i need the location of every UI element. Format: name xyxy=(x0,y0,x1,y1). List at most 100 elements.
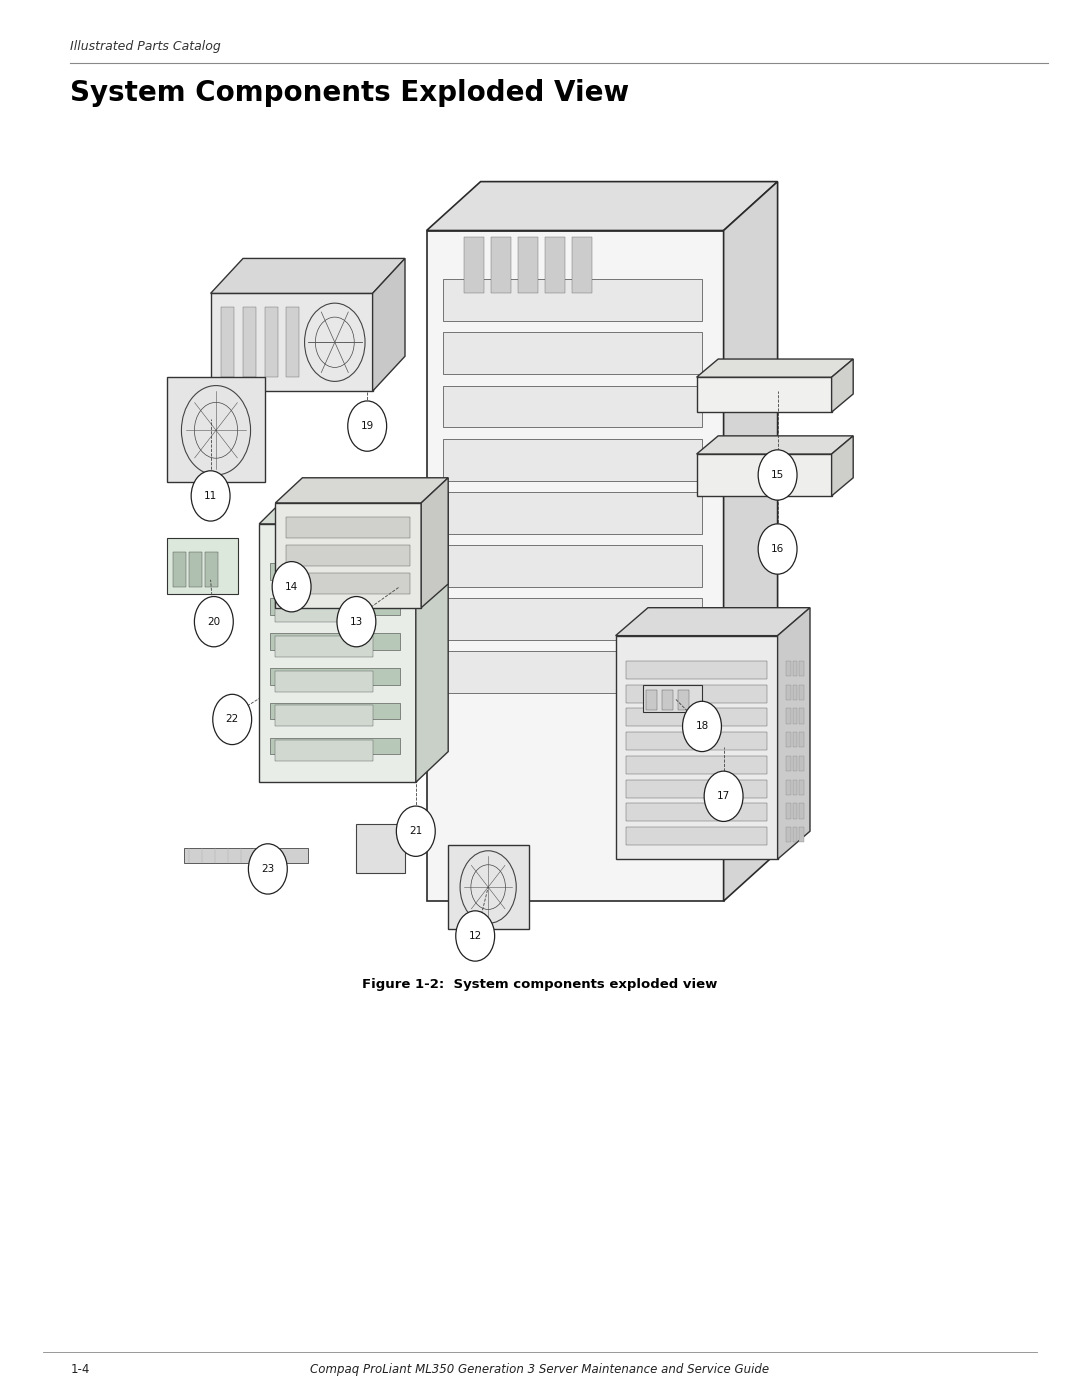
Polygon shape xyxy=(697,454,832,496)
Polygon shape xyxy=(211,293,373,391)
Bar xyxy=(680,652,717,678)
Bar xyxy=(270,598,400,615)
Circle shape xyxy=(683,701,721,752)
Bar xyxy=(786,827,791,842)
Bar xyxy=(680,687,717,712)
Polygon shape xyxy=(427,231,724,901)
Bar xyxy=(443,598,702,640)
Bar xyxy=(662,690,673,710)
Text: 12: 12 xyxy=(469,930,482,942)
Bar xyxy=(545,237,565,293)
Polygon shape xyxy=(211,258,405,293)
Bar xyxy=(678,690,689,710)
Polygon shape xyxy=(259,492,448,524)
Circle shape xyxy=(704,771,743,821)
Bar xyxy=(799,732,804,747)
Bar xyxy=(275,705,373,726)
Bar xyxy=(173,552,186,587)
Bar xyxy=(793,803,797,819)
Bar xyxy=(793,685,797,700)
Bar xyxy=(443,439,702,481)
Bar xyxy=(793,756,797,771)
Text: 1-4: 1-4 xyxy=(70,1363,90,1376)
Polygon shape xyxy=(167,377,265,482)
Bar xyxy=(626,756,767,774)
Text: 21: 21 xyxy=(409,826,422,837)
Bar xyxy=(786,803,791,819)
Bar xyxy=(786,661,791,676)
Bar xyxy=(799,803,804,819)
Bar xyxy=(518,237,538,293)
Bar xyxy=(786,732,791,747)
Bar xyxy=(680,722,717,747)
Polygon shape xyxy=(259,524,416,782)
Bar xyxy=(799,756,804,771)
Bar xyxy=(793,780,797,795)
Bar xyxy=(793,661,797,676)
Bar xyxy=(270,633,400,650)
Bar xyxy=(786,780,791,795)
Bar xyxy=(270,563,400,580)
Bar xyxy=(626,827,767,845)
Polygon shape xyxy=(275,503,421,608)
Circle shape xyxy=(456,911,495,961)
Text: 17: 17 xyxy=(717,791,730,802)
Polygon shape xyxy=(724,182,778,901)
Bar xyxy=(793,732,797,747)
Bar xyxy=(286,573,410,594)
Circle shape xyxy=(194,597,233,647)
Text: Figure 1-2:  System components exploded view: Figure 1-2: System components exploded v… xyxy=(362,978,718,990)
Polygon shape xyxy=(275,478,448,503)
Polygon shape xyxy=(832,436,853,496)
Polygon shape xyxy=(643,685,702,712)
Polygon shape xyxy=(356,824,405,873)
Polygon shape xyxy=(427,182,778,231)
Circle shape xyxy=(396,806,435,856)
Text: System Components Exploded View: System Components Exploded View xyxy=(70,78,630,106)
Bar xyxy=(443,651,702,693)
Text: 11: 11 xyxy=(204,490,217,502)
Bar xyxy=(270,703,400,719)
Bar xyxy=(189,552,202,587)
Circle shape xyxy=(272,562,311,612)
Bar xyxy=(646,690,657,710)
Bar xyxy=(286,545,410,566)
Bar xyxy=(275,740,373,761)
Polygon shape xyxy=(697,359,853,377)
Bar xyxy=(799,827,804,842)
Bar xyxy=(205,552,218,587)
Text: 22: 22 xyxy=(226,714,239,725)
Bar xyxy=(626,780,767,798)
Bar xyxy=(626,708,767,726)
Bar xyxy=(286,307,299,377)
Polygon shape xyxy=(448,845,529,929)
Bar xyxy=(793,827,797,842)
Bar xyxy=(275,636,373,657)
Bar xyxy=(378,541,397,566)
Polygon shape xyxy=(832,359,853,412)
Polygon shape xyxy=(167,538,238,594)
Bar xyxy=(786,685,791,700)
Bar xyxy=(799,708,804,724)
Bar xyxy=(799,661,804,676)
Circle shape xyxy=(758,450,797,500)
Bar xyxy=(324,541,343,566)
Text: 13: 13 xyxy=(350,616,363,627)
Bar xyxy=(626,803,767,821)
Bar xyxy=(786,756,791,771)
Bar xyxy=(680,827,717,852)
Polygon shape xyxy=(616,636,778,859)
Text: 14: 14 xyxy=(285,581,298,592)
Bar xyxy=(680,792,717,817)
Bar xyxy=(270,668,400,685)
Circle shape xyxy=(191,471,230,521)
Bar xyxy=(286,517,410,538)
Polygon shape xyxy=(616,608,810,636)
Bar xyxy=(799,780,804,795)
Text: 20: 20 xyxy=(207,616,220,627)
Polygon shape xyxy=(778,608,810,859)
Bar xyxy=(680,617,717,643)
Polygon shape xyxy=(184,848,308,863)
Bar xyxy=(680,757,717,782)
Bar xyxy=(443,332,702,374)
